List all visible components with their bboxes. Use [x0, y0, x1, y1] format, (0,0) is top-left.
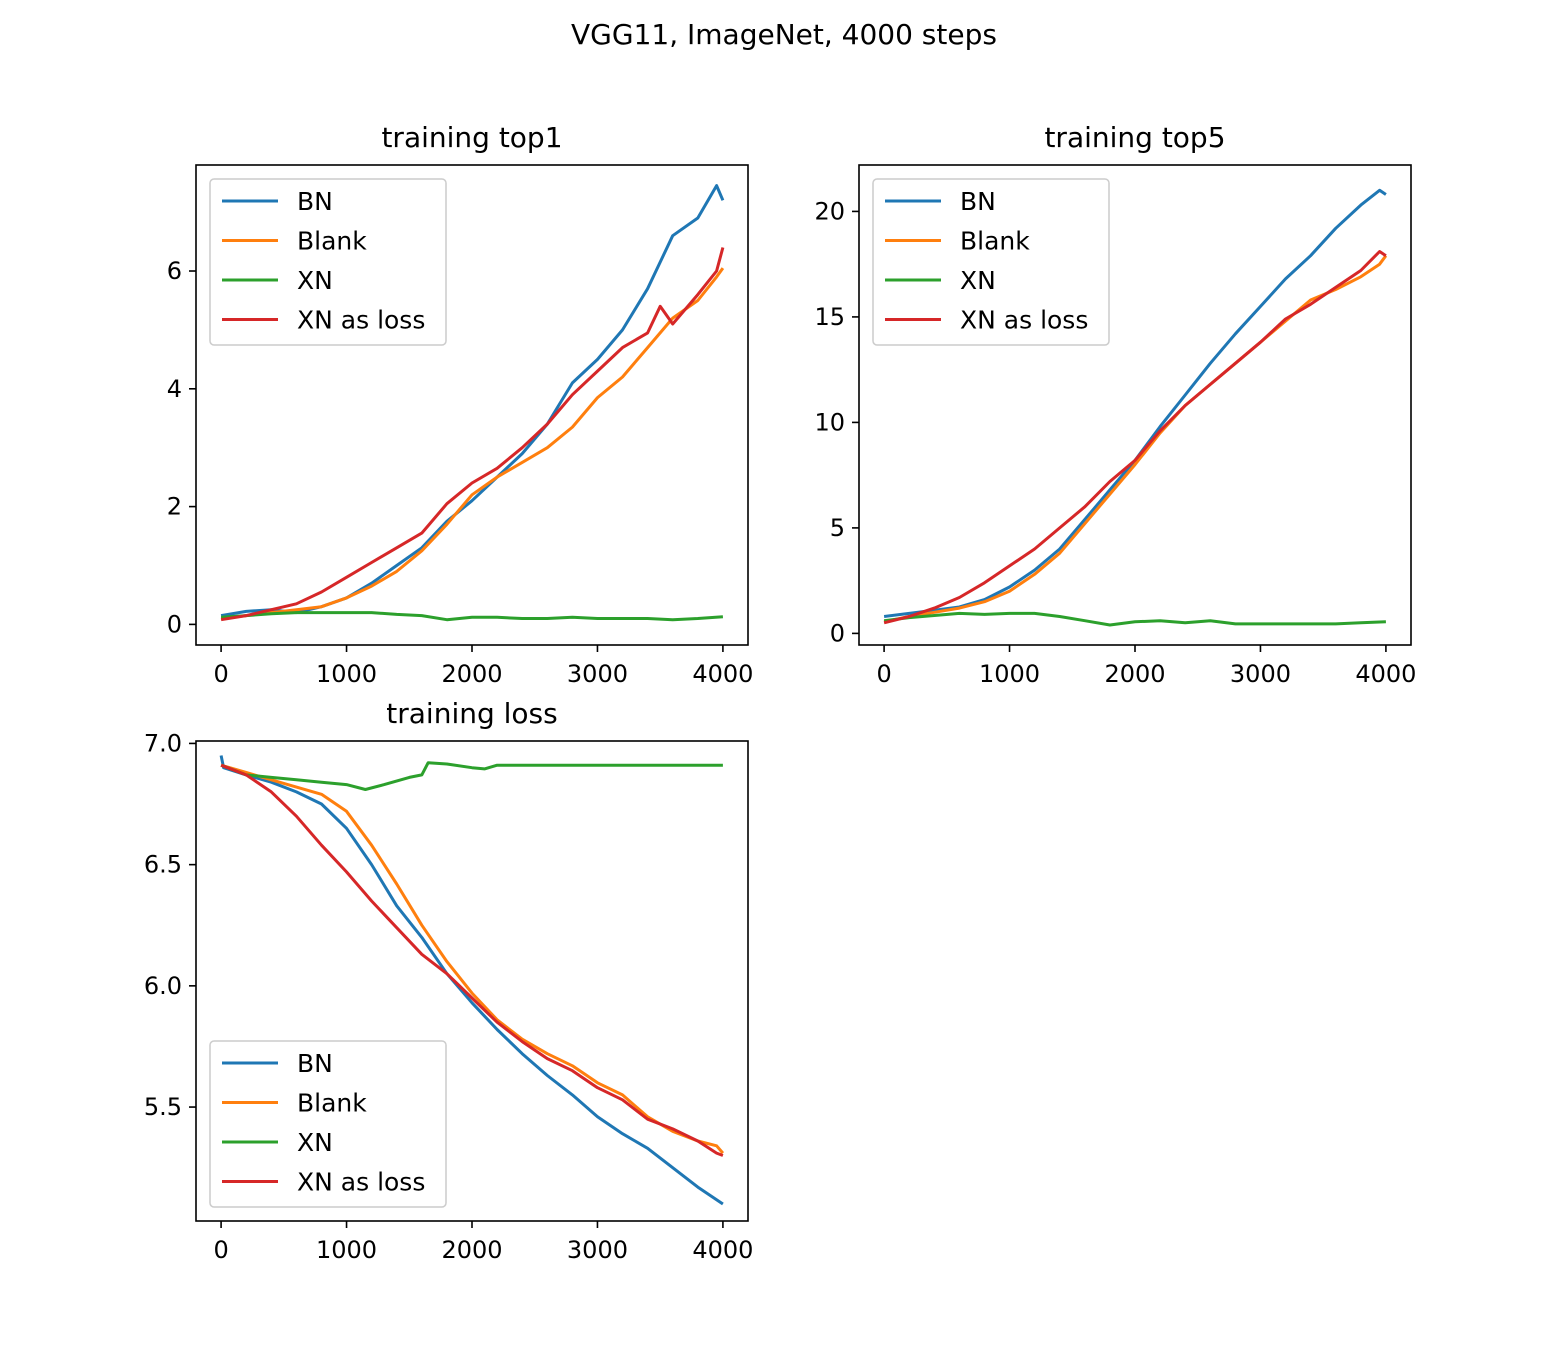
y-tick-label: 6 [167, 257, 182, 285]
y-tick-label: 7.0 [144, 729, 182, 757]
subplot-training-loss: training loss 0 1000 2000 3000 4000 5.5 6.0 6.5 7… [144, 697, 754, 1264]
legend-frame [209, 1040, 447, 1208]
legend-label-xn: XN [960, 266, 996, 295]
legend-label-xn-as-loss: XN as loss [297, 306, 425, 335]
y-tick-label: 20 [814, 197, 845, 225]
legend: BN Blank XN XN as loss [209, 1040, 447, 1208]
y-tick-label: 10 [814, 408, 845, 436]
legend-label-blank: Blank [960, 227, 1030, 256]
y-tick-label: 2 [167, 493, 182, 521]
legend-label-blank: Blank [297, 1089, 367, 1118]
legend-label-bn: BN [297, 1049, 333, 1078]
y-tick-label: 0 [167, 610, 182, 638]
x-tick-label: 1000 [316, 660, 377, 688]
x-tick-label: 2000 [441, 1236, 502, 1264]
legend: BN Blank XN XN as loss [209, 178, 447, 346]
x-tick-label: 3000 [1230, 660, 1291, 688]
y-tick-label: 5 [830, 514, 845, 542]
legend-label-xn: XN [297, 266, 333, 295]
y-tick-label: 6.5 [144, 851, 182, 879]
x-tick-label: 1000 [316, 1236, 377, 1264]
figure-title: VGG11, ImageNet, 4000 steps [571, 18, 997, 51]
subplot-title: training top1 [381, 121, 562, 154]
legend: BN Blank XN XN as loss [872, 178, 1110, 346]
series-line-xn [220, 761, 723, 791]
plot-area [220, 184, 725, 622]
y-tick-label: 6.0 [144, 972, 182, 1000]
y-tick-label: 15 [814, 303, 845, 331]
series-line-xn-as-loss [220, 763, 724, 1157]
x-tick-label: 1000 [979, 660, 1040, 688]
legend-label-blank: Blank [297, 227, 367, 256]
legend-label-bn: BN [960, 187, 996, 216]
x-tick-label: 2000 [1104, 660, 1165, 688]
x-tick-label: 0 [876, 660, 891, 688]
series-line-blank [220, 267, 725, 620]
legend-frame [209, 178, 447, 346]
x-tick-label: 4000 [1355, 660, 1416, 688]
subplot-training-top5: training top5 0 1000 2000 3000 4000 0 5 10 15 20 BN… [814, 121, 1416, 688]
x-tick-label: 3000 [567, 660, 628, 688]
legend-label-bn: BN [297, 187, 333, 216]
series-line-xn [883, 611, 1386, 627]
x-tick-label: 4000 [692, 1236, 753, 1264]
legend-label-xn-as-loss: XN as loss [297, 1168, 425, 1197]
y-tick-label: 5.5 [144, 1093, 182, 1121]
subplot-title: training loss [386, 697, 557, 730]
x-tick-label: 0 [213, 1236, 228, 1264]
x-tick-label: 0 [213, 660, 228, 688]
y-tick-label: 0 [830, 619, 845, 647]
series-line-bn [219, 755, 724, 1206]
legend-label-xn-as-loss: XN as loss [960, 306, 1088, 335]
subplot-training-top1: training top1 0 1000 2000 3000 4000 0 2 4 6 BN Blan… [167, 121, 754, 688]
x-tick-label: 2000 [441, 660, 502, 688]
legend-label-xn: XN [297, 1128, 333, 1157]
plot-area [219, 755, 725, 1206]
plot-area [883, 188, 1388, 627]
x-tick-label: 4000 [692, 660, 753, 688]
series-line-xn-as-loss [220, 247, 725, 622]
subplot-title: training top5 [1044, 121, 1225, 154]
legend-frame [872, 178, 1110, 346]
series-line-xn-as-loss [883, 250, 1387, 625]
y-tick-label: 4 [167, 375, 182, 403]
series-line-xn [220, 611, 724, 622]
x-tick-label: 3000 [567, 1236, 628, 1264]
